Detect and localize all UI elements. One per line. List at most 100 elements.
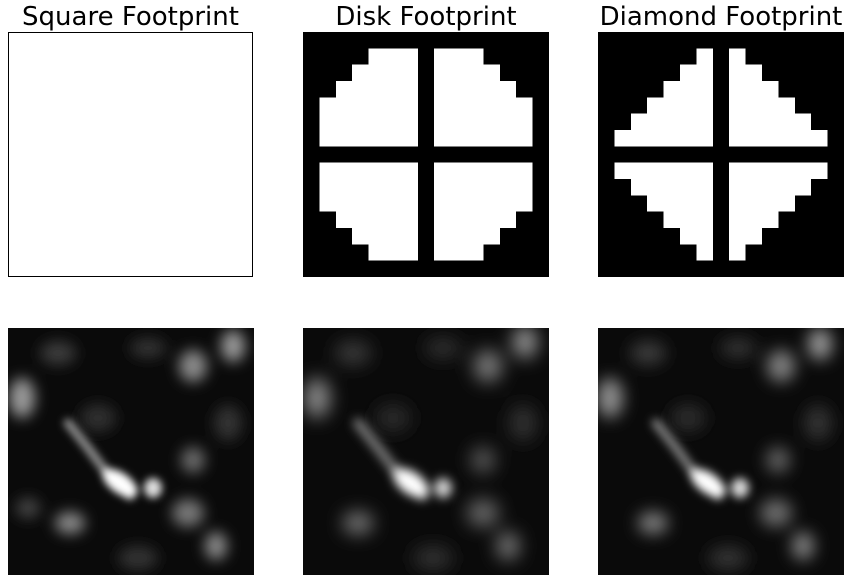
disk-footprint-cell — [516, 195, 533, 212]
diamond-footprint-cell — [696, 228, 713, 245]
diamond-footprint-cell — [630, 162, 648, 179]
disk-footprint-cell — [368, 244, 385, 261]
diamond-footprint-cell — [680, 211, 697, 228]
disk-footprint-cell — [450, 81, 467, 98]
diamond-footprint-cell — [647, 130, 664, 147]
disk-footprint-cell — [483, 64, 500, 81]
disk-footprint-cell — [483, 113, 500, 130]
disk-footprint-cell — [467, 113, 484, 130]
disk-footprint-cell — [434, 244, 451, 261]
disk-footprint-cell — [385, 130, 402, 147]
diamond-footprint-cell — [647, 179, 664, 196]
diamond-footprint-cell — [680, 81, 697, 98]
disk-footprint-cell — [352, 179, 369, 196]
disk-footprint-cell — [467, 81, 484, 98]
disk-footprint-cell — [467, 48, 484, 65]
diamond-footprint-cell — [696, 97, 713, 114]
disk-footprint-cell — [483, 195, 500, 212]
diamond-footprint-cell — [663, 195, 680, 212]
diamond-footprint-cell — [729, 81, 746, 98]
disk-footprint-cell — [385, 195, 402, 212]
diamond-footprint-cell — [680, 179, 697, 196]
disk-footprint-cell — [385, 162, 402, 179]
diamond-footprint-cell — [630, 179, 648, 196]
disk-footprint-cell — [352, 195, 369, 212]
diamond-footprint-cell — [630, 113, 648, 130]
disk-footprint-cell — [450, 97, 467, 114]
diamond-footprint-cell — [680, 195, 697, 212]
disk-footprint-cell — [516, 179, 533, 196]
diamond-footprint-cell — [647, 195, 664, 212]
diamond-footprint-cell — [729, 48, 746, 65]
square-footprint-panel — [8, 32, 253, 277]
cell-blobs — [598, 328, 832, 570]
disk-footprint-cell — [385, 97, 402, 114]
diamond-footprint-cell — [680, 130, 697, 147]
disk-footprint-cell — [499, 162, 517, 179]
diamond-footprint-cell — [729, 130, 746, 147]
disk-footprint-cell — [385, 48, 402, 65]
disk-footprint-cell — [385, 64, 402, 81]
disk-footprint-cell — [467, 244, 484, 261]
diamond-footprint-cell — [663, 211, 680, 228]
diamond-footprint-cell — [696, 48, 713, 65]
diamond-footprint-cell — [696, 130, 713, 147]
disk-footprint-cell — [450, 130, 467, 147]
disk-footprint-cell — [401, 97, 418, 114]
disk-footprint-cell — [516, 130, 533, 147]
disk-footprint-cell — [450, 64, 467, 81]
disk-footprint-cell — [385, 244, 402, 261]
diamond-footprint-cell — [729, 162, 746, 179]
disk-footprint-cell — [319, 97, 336, 114]
disk-footprint-cell — [434, 130, 451, 147]
disk-footprint-cell — [483, 81, 500, 98]
disk-footprint-cell — [368, 97, 385, 114]
disk-footprint-cell — [467, 97, 484, 114]
diamond-footprint-cell — [762, 81, 779, 98]
disk-footprint-cell — [483, 211, 500, 228]
disk-footprint-cell — [434, 113, 451, 130]
diamond-footprint-cell — [630, 130, 648, 147]
disk-footprint-cell — [335, 211, 353, 228]
disk-footprint-cell — [368, 81, 385, 98]
disk-footprint-mask — [319, 48, 533, 261]
disk-footprint-cell — [434, 81, 451, 98]
diamond-footprint-cell — [745, 211, 762, 228]
disk-footprint-cell — [401, 64, 418, 81]
square-footprint-title: Square Footprint — [22, 2, 239, 32]
diamond-footprint-cell — [794, 179, 812, 196]
diamond-footprint-cell — [663, 97, 680, 114]
disk-footprint-cell — [368, 64, 385, 81]
disk-footprint-cell — [401, 195, 418, 212]
diamond-footprint-cell — [647, 113, 664, 130]
disk-footprint-cell — [467, 162, 484, 179]
diamond-footprint-cell — [745, 130, 762, 147]
disk-footprint-cell — [335, 162, 353, 179]
diamond-footprint-cell — [663, 130, 680, 147]
disk-footprint-cell — [368, 228, 385, 245]
diamond-footprint-cell — [729, 97, 746, 114]
diamond-footprint-cell — [614, 162, 631, 179]
disk-footprint-cell — [401, 48, 418, 65]
diamond-footprint-cell — [696, 244, 713, 261]
diamond-footprint-cell — [762, 195, 779, 212]
diamond-footprint-cell — [745, 162, 762, 179]
disk-footprint-cell — [319, 162, 336, 179]
disk-footprint-cell — [434, 211, 451, 228]
diamond-filtered-image — [598, 328, 844, 575]
diamond-footprint-cell — [647, 162, 664, 179]
disk-footprint-cell — [434, 97, 451, 114]
diamond-footprint-cell — [696, 81, 713, 98]
diamond-footprint-cell — [778, 113, 795, 130]
diamond-footprint-cell — [794, 130, 812, 147]
diamond-footprint-cell — [745, 81, 762, 98]
disk-footprint-cell — [483, 97, 500, 114]
diamond-footprint-cell — [794, 162, 812, 179]
diamond-footprint-cell — [696, 162, 713, 179]
diamond-footprint-cell — [680, 113, 697, 130]
disk-footprint-cell — [467, 228, 484, 245]
diamond-footprint-cell — [745, 228, 762, 245]
diamond-footprint-cell — [696, 195, 713, 212]
diamond-footprint-cell — [778, 195, 795, 212]
diamond-footprint-cell — [745, 179, 762, 196]
